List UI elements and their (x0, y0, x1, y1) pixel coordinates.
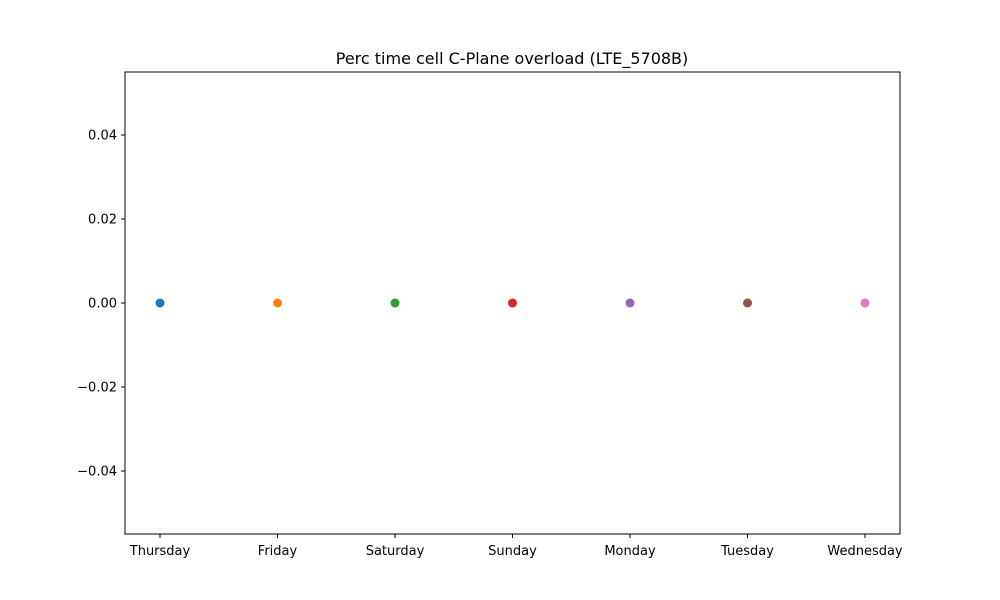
x-tick-label: Friday (258, 544, 298, 559)
chart-title: Perc time cell C-Plane overload (LTE_570… (336, 49, 689, 69)
data-point (508, 298, 517, 308)
data-point (625, 298, 635, 308)
data-point (273, 298, 282, 308)
data-point (390, 298, 400, 308)
x-tick-label: Wednesday (827, 544, 903, 559)
y-tick-label: −0.02 (77, 381, 117, 396)
plot-area: −0.04 −0.02 0.00 0.02 0.04 Thursday Friday Satu… (77, 71, 903, 559)
y-tick-label: 0.00 (88, 297, 117, 312)
data-point (860, 298, 870, 308)
y-tick-label: 0.02 (88, 213, 117, 228)
x-tick-label: Saturday (366, 544, 425, 559)
data-point (155, 298, 165, 308)
data-point (743, 298, 752, 308)
y-tick-label: −0.04 (77, 465, 117, 480)
x-tick-label: Thursday (129, 544, 191, 559)
x-tick-label: Sunday (488, 544, 537, 559)
y-tick-label: 0.04 (88, 129, 117, 144)
x-tick-label: Monday (604, 544, 656, 559)
x-tick-label: Tuesday (720, 544, 774, 559)
